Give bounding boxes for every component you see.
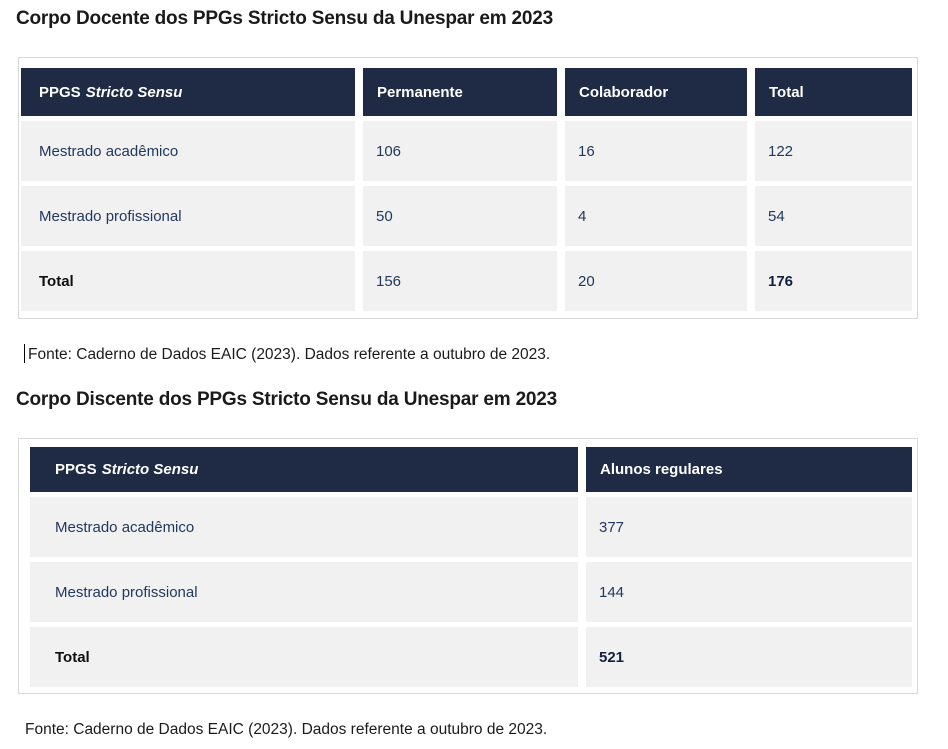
value-cell[interactable]: 50 (363, 186, 557, 246)
row-label-cell-mestrado-profissional[interactable]: Mestrado profissional (21, 186, 355, 246)
header-label-prefix: PPGS (39, 83, 81, 101)
value-cell[interactable]: 122 (755, 121, 912, 181)
discente-table: PPGS Stricto Sensu Alunos regulares Mestrad… (18, 438, 918, 694)
value-cell[interactable]: 144 (586, 562, 912, 622)
fonte-caption-discente[interactable]: Fonte: Caderno de Dados EAIC (2023). Dad… (25, 721, 547, 739)
discente-table-grid: PPGS Stricto Sensu Alunos regulares Mestrad… (30, 447, 912, 687)
row-label-cell-total[interactable]: Total (30, 627, 578, 687)
text-cursor (24, 344, 25, 363)
value-cell[interactable]: 156 (363, 251, 557, 311)
header-cell-alunos-regulares[interactable]: Alunos regulares (586, 447, 912, 492)
header-label-italic: Stricto Sensu (85, 83, 183, 101)
value-cell[interactable]: 54 (755, 186, 912, 246)
header-cell-colaborador[interactable]: Colaborador (565, 68, 747, 116)
header-cell-ppgs[interactable]: PPGS Stricto Sensu (21, 68, 355, 116)
docente-table-grid: PPGS Stricto Sensu Permanente Colaborador To… (21, 68, 912, 311)
fonte-caption-docente[interactable]: Fonte: Caderno de Dados EAIC (2023). Dad… (24, 344, 550, 364)
docente-table: PPGS Stricto Sensu Permanente Colaborador To… (18, 57, 918, 319)
value-cell[interactable]: 20 (565, 251, 747, 311)
header-label-prefix: PPGS (55, 461, 97, 478)
value-cell[interactable]: 521 (586, 627, 912, 687)
fonte-text: Fonte: Caderno de Dados EAIC (2023). Dad… (28, 346, 551, 363)
fonte-text: Fonte: Caderno de Dados EAIC (2023). Dad… (25, 721, 548, 738)
header-cell-ppgs[interactable]: PPGS Stricto Sensu (30, 447, 578, 492)
header-cell-total[interactable]: Total (755, 68, 912, 116)
value-cell[interactable]: 4 (565, 186, 747, 246)
discente-table-title[interactable]: Corpo Discente dos PPGs Stricto Sensu da… (16, 389, 558, 410)
value-cell[interactable]: 176 (755, 251, 912, 311)
value-cell[interactable]: 106 (363, 121, 557, 181)
value-cell[interactable]: 377 (586, 497, 912, 557)
value-cell[interactable]: 16 (565, 121, 747, 181)
row-label-cell-mestrado-profissional[interactable]: Mestrado profissional (30, 562, 578, 622)
row-label-cell-total[interactable]: Total (21, 251, 355, 311)
header-cell-permanente[interactable]: Permanente (363, 68, 557, 116)
docente-table-title[interactable]: Corpo Docente dos PPGs Stricto Sensu da … (16, 8, 553, 29)
row-label-cell-mestrado-academico[interactable]: Mestrado acadêmico (21, 121, 355, 181)
row-label-cell-mestrado-academico[interactable]: Mestrado acadêmico (30, 497, 578, 557)
header-label-italic: Stricto Sensu (101, 461, 199, 478)
